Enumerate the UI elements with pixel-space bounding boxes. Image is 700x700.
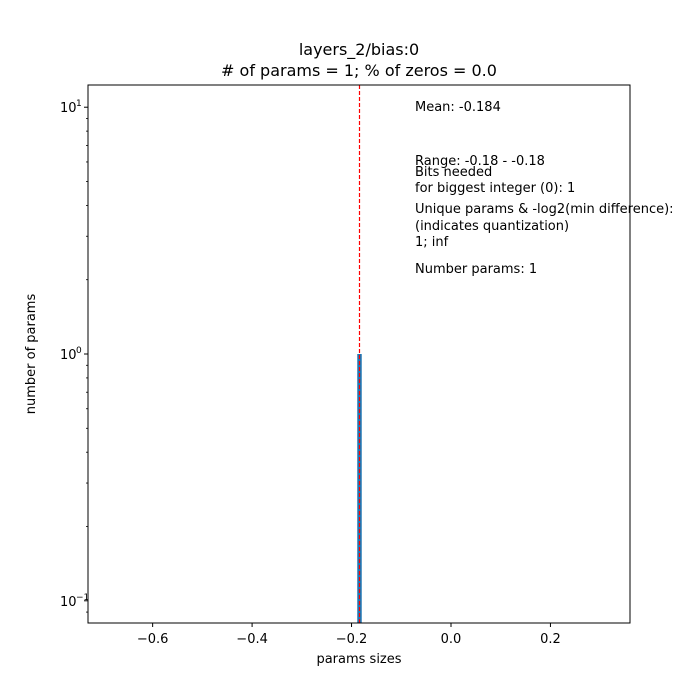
y-tick-label-exponent: 1 — [76, 99, 82, 109]
stats-annotation: 1; inf — [415, 235, 449, 250]
stats-annotation: (indicates quantization) — [415, 219, 569, 234]
stats-annotation: Mean: -0.184 — [415, 100, 501, 115]
stats-annotation: Number params: 1 — [415, 262, 537, 277]
x-tick-label: −0.4 — [236, 632, 268, 647]
y-tick-label-exponent: −1 — [76, 593, 89, 603]
x-tick-label: −0.2 — [336, 632, 368, 647]
chart-title-line2: # of params = 1; % of zeros = 0.0 — [221, 61, 497, 80]
y-tick-label: 10 — [60, 101, 77, 116]
y-tick-label: 10 — [60, 595, 77, 610]
chart-title-line1: layers_2/bias:0 — [299, 40, 419, 60]
stats-annotation: Range: -0.18 - -0.18 — [415, 154, 545, 169]
x-axis-label: params sizes — [316, 652, 401, 667]
y-tick-label-exponent: 0 — [76, 346, 82, 356]
stats-annotation: Unique params & -log2(min difference): — [415, 202, 674, 217]
stats-annotation: Bits needed — [415, 165, 492, 180]
x-tick-label: 0.0 — [441, 632, 462, 647]
x-tick-label: 0.2 — [540, 632, 561, 647]
y-tick-label: 10 — [60, 348, 77, 363]
x-tick-label: −0.6 — [137, 632, 169, 647]
y-axis-label: number of params — [24, 294, 39, 415]
stats-annotation: for biggest integer (0): 1 — [415, 181, 575, 196]
